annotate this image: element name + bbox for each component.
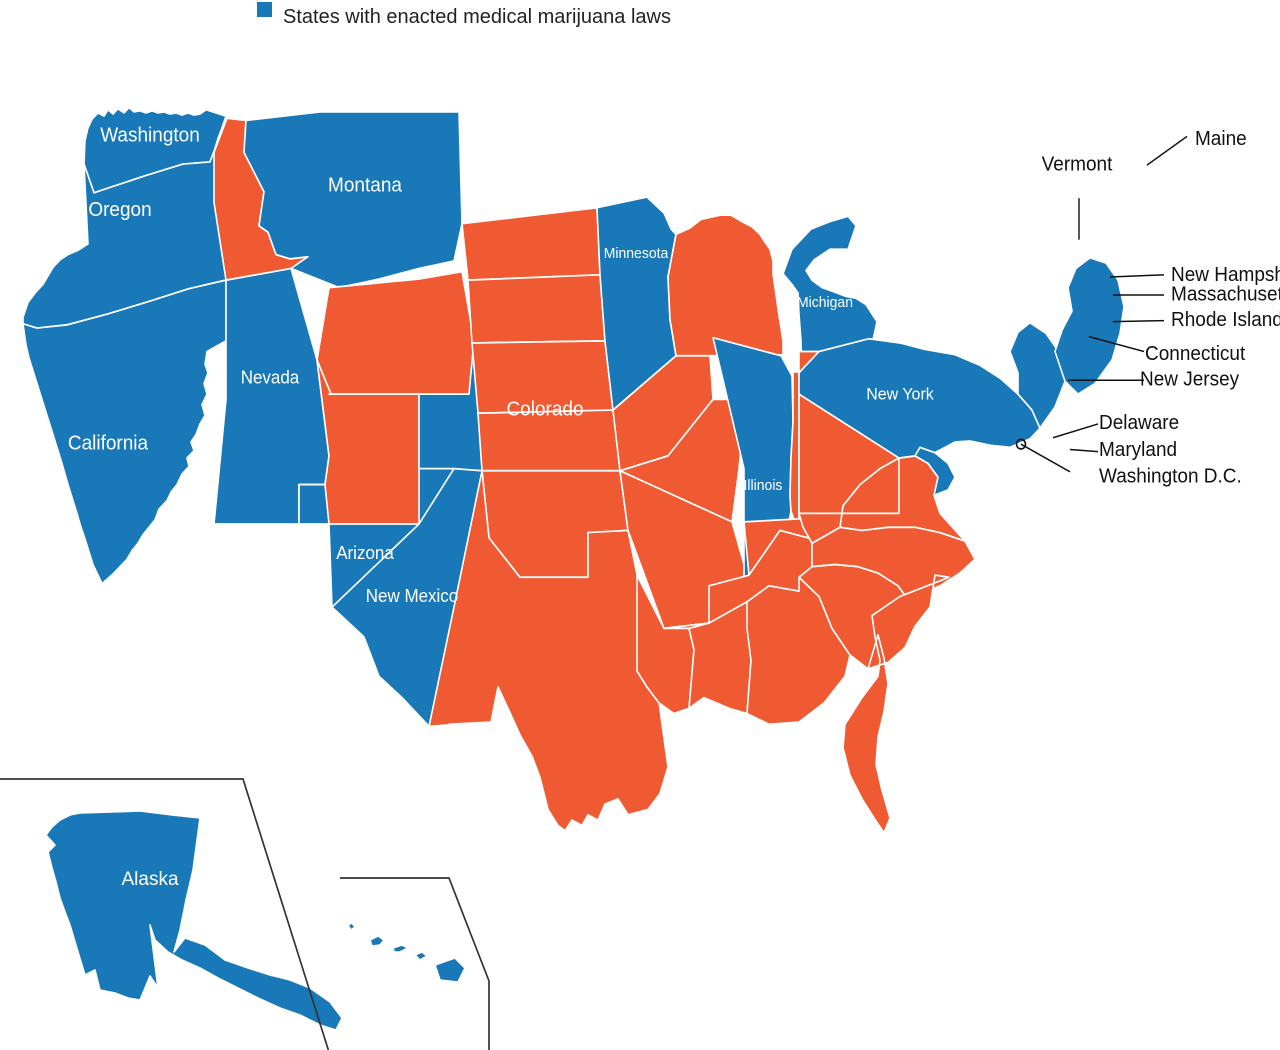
svg-text:New Jersey: New Jersey [1140, 368, 1239, 391]
svg-text:Montana: Montana [328, 174, 402, 197]
svg-text:Oregon: Oregon [88, 199, 151, 222]
svg-text:Connecticut: Connecticut [1145, 342, 1246, 365]
svg-text:New York: New York [866, 384, 934, 404]
svg-text:Arizona: Arizona [336, 543, 394, 564]
svg-text:Delaware: Delaware [1099, 412, 1179, 435]
svg-text:Massachusetts: Massachusetts [1171, 283, 1280, 306]
svg-text:Maine: Maine [1195, 127, 1247, 150]
svg-text:California: California [68, 432, 148, 455]
svg-text:States with enacted medical ma: States with enacted medical marijuana la… [283, 6, 671, 28]
svg-text:Washington: Washington [100, 124, 200, 147]
svg-text:Colorado: Colorado [506, 398, 583, 421]
svg-text:Alaska: Alaska [121, 869, 178, 890]
svg-text:Vermont: Vermont [1042, 153, 1113, 176]
svg-text:Minnesota: Minnesota [604, 245, 669, 261]
svg-text:Michigan: Michigan [797, 294, 853, 310]
svg-text:Washington D.C.: Washington D.C. [1099, 465, 1242, 488]
svg-text:New Mexico: New Mexico [366, 585, 459, 606]
svg-text:Illinois: Illinois [744, 478, 783, 494]
svg-text:Rhode Island: Rhode Island [1171, 308, 1280, 331]
svg-text:Nevada: Nevada [241, 367, 300, 388]
svg-text:Maryland: Maryland [1099, 438, 1177, 461]
